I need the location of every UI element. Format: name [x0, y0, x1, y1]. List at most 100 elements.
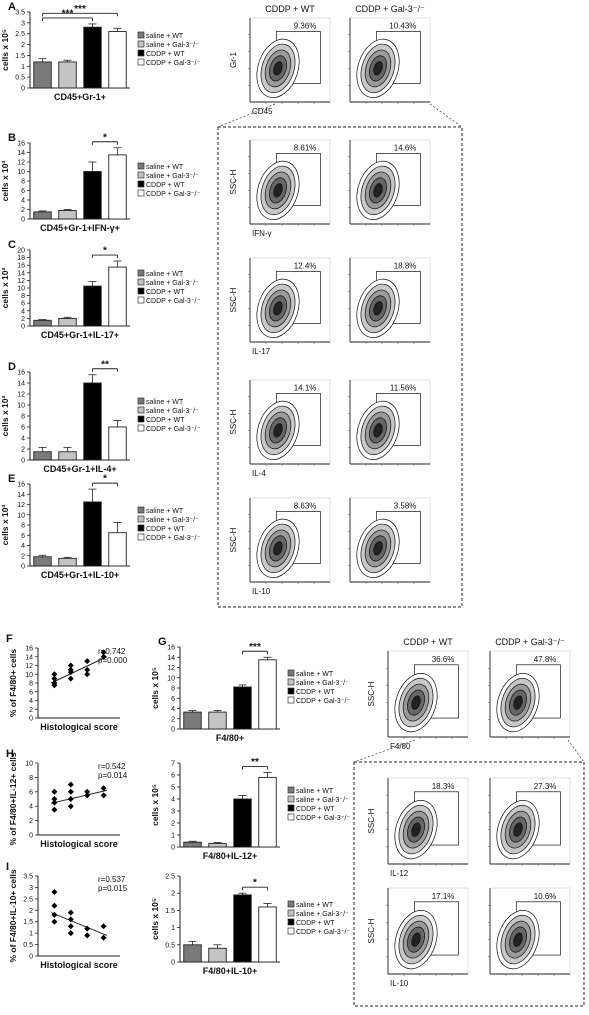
bar-panel-E: 0 2 4 6 8 10 12 14 16 cells x 10³ * CD45+Gr-1+IL-10…	[0, 473, 200, 580]
gate-percentage: 3.58%	[394, 501, 417, 510]
flow-panel-2: 8.61% SSC-H IFN-γ	[229, 139, 331, 238]
y-tick-label: 2	[171, 891, 175, 898]
panel-title: CDDP + WT	[265, 4, 315, 14]
data-point	[67, 788, 74, 795]
legend-swatch	[287, 918, 295, 926]
y-tick-label: 8	[21, 293, 25, 300]
legend-swatch	[137, 397, 145, 405]
y-axis-label: SSC-H	[367, 918, 376, 943]
bar-3	[258, 906, 277, 963]
y-tick-label: 8	[171, 686, 175, 693]
y-tick-label: 8	[29, 681, 33, 688]
y-axis-label: cells x 10⁵	[150, 898, 160, 940]
y-tick-label: 12	[17, 160, 25, 167]
contour-ring	[273, 183, 283, 198]
bar-1	[208, 947, 227, 963]
correlation-p: p=0.014	[98, 771, 128, 780]
projection-line	[353, 739, 416, 763]
y-tick-label: 14	[17, 150, 25, 157]
x-axis-label: Histological score	[40, 722, 118, 732]
y-tick-label: 6	[29, 689, 33, 696]
legend-swatch	[137, 189, 145, 197]
significance-label: *	[253, 878, 257, 889]
bar-1	[58, 451, 77, 461]
y-tick-label: 2.5	[15, 31, 25, 38]
y-tick-label: 4	[21, 198, 25, 205]
legend-label: CDDP + Gal-3⁻/⁻	[296, 929, 350, 936]
bar-panel-G: 0 2 4 6 8 10 12 14 16 cells x 10⁵ *** F4/80+ Gsaline…	[150, 636, 350, 743]
y-tick-label: 0	[29, 954, 33, 961]
x-axis-label: Histological score	[40, 839, 118, 849]
x-axis-label: CD45+Gr-1+IL-17+	[41, 330, 119, 340]
contour-ring	[513, 932, 523, 947]
panel-letter: H	[6, 748, 14, 760]
y-tick-label: 1	[171, 925, 175, 932]
y-tick-label: 16	[17, 141, 25, 148]
flow-panel-8: 8.63% SSC-H IL-10	[229, 497, 331, 596]
legend-swatch	[287, 696, 295, 704]
bar-3	[108, 266, 127, 327]
legend-label: saline + Gal-3⁻/⁻	[146, 280, 199, 287]
contour-ring	[373, 301, 383, 316]
y-tick-label: 2	[29, 707, 33, 714]
data-point	[84, 792, 91, 799]
gate-percentage: 14.1%	[294, 383, 317, 392]
legend-label: CDDP + Gal-3⁻/⁻	[146, 60, 200, 67]
y-tick-label: 1.5	[23, 919, 33, 926]
panel-letter: F	[6, 633, 13, 645]
flow-panel-1: 10.43% CDDP + Gal-3⁻/⁻	[348, 4, 431, 104]
data-point	[51, 680, 58, 686]
data-point	[51, 911, 58, 918]
legend-swatch	[287, 909, 295, 917]
y-axis-label: SSC-H	[229, 169, 238, 194]
y-tick-label: 12	[17, 278, 25, 285]
legend-swatch	[287, 804, 295, 812]
y-tick-label: 4	[171, 797, 175, 804]
data-point	[51, 902, 58, 909]
y-tick-label: 0.5	[165, 942, 175, 949]
data-point	[67, 662, 74, 669]
y-tick-label: 1	[29, 931, 33, 938]
x-axis-label: CD45+Gr-1+IL-4+	[43, 464, 116, 474]
y-tick-label: 20	[17, 248, 25, 255]
legend-label: saline + Gal-3⁻/⁻	[296, 911, 349, 918]
y-tick-label: 0.5	[23, 942, 33, 949]
legend-swatch	[287, 669, 295, 677]
y-tick-label: 4	[21, 543, 25, 550]
flow-panel-9: 3.58%	[348, 497, 431, 584]
data-point	[67, 803, 74, 810]
bar-1	[58, 61, 77, 89]
flow-panel-4: 12.4% SSC-H IL-17	[229, 257, 331, 356]
significance-label: *	[103, 132, 107, 143]
regression-line	[51, 789, 107, 804]
flow-panel-12: 18.3% SSC-H IL-12	[367, 777, 469, 878]
significance-label: ***	[249, 642, 261, 653]
significance-label: ***	[62, 8, 74, 19]
flow-panel-6: 14.1% SSC-H IL-4	[229, 379, 331, 478]
legend-swatch	[137, 31, 145, 39]
data-point	[67, 675, 74, 682]
x-axis-label: IL-10	[390, 979, 409, 988]
legend-label: CDDP + WT	[296, 920, 335, 927]
legend-label: saline + WT	[296, 671, 334, 678]
y-tick-label: 12	[25, 663, 33, 670]
gate-percentage: 11.56%	[390, 383, 417, 392]
data-point	[100, 785, 107, 792]
contour-ring	[513, 822, 523, 837]
flow-panel-10: 36.6% CDDP + WT SSC-H F4/80	[367, 637, 469, 751]
gate-percentage: 10.43%	[389, 21, 416, 30]
correlation-r: r=0.742	[98, 647, 126, 656]
gate-percentage: 36.6%	[432, 655, 455, 664]
panel-letter: D	[8, 361, 16, 373]
y-tick-label: 16	[167, 645, 175, 652]
y-tick-label: 6	[21, 425, 25, 432]
legend-swatch	[137, 515, 145, 523]
bar-3	[108, 426, 127, 461]
y-tick-label: 2	[21, 316, 25, 323]
legend-swatch	[137, 296, 145, 304]
x-axis-label: IL-10	[252, 587, 271, 596]
y-axis-label: cells x 10³	[0, 268, 10, 309]
y-axis-label: % of F4/80+IL-12+ cells	[8, 752, 18, 845]
x-axis-label: CD45+Gr-1+	[54, 92, 106, 102]
